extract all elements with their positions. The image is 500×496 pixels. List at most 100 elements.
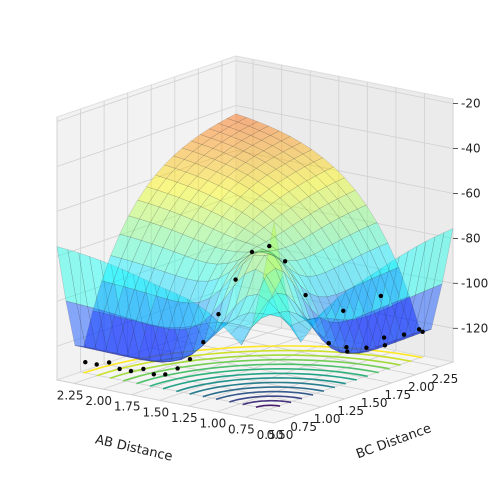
surface-patch — [261, 204, 283, 221]
surface-patch — [275, 163, 297, 178]
surface-patch — [307, 275, 328, 297]
surface-patch — [243, 145, 264, 157]
surface-patch — [279, 191, 301, 209]
surface-patch — [212, 141, 234, 153]
surface-patch — [330, 217, 351, 240]
surface-patch — [172, 147, 194, 160]
x-grid-line — [102, 65, 283, 390]
trajectory-point — [83, 360, 88, 365]
surface-patch — [352, 273, 373, 320]
surface-patch — [282, 146, 304, 159]
y-tick-label: 1.75 — [384, 388, 411, 402]
surface-patch — [290, 201, 311, 220]
trajectory-point — [201, 340, 206, 345]
surface-patch — [332, 319, 353, 352]
surface-patch — [109, 312, 130, 358]
surface-patch — [254, 227, 276, 242]
surface-patch — [221, 136, 243, 147]
surface-patch — [404, 290, 425, 340]
surface-patch — [130, 218, 151, 241]
surface-patch — [199, 128, 221, 139]
surface-patch — [276, 247, 297, 261]
surface-patch — [251, 276, 273, 328]
surface-patch — [280, 317, 302, 343]
surface-patch — [181, 140, 203, 152]
surface-patch — [209, 185, 230, 201]
surface-patch — [282, 262, 303, 298]
surface-patch — [204, 318, 226, 344]
surface-patch — [123, 261, 144, 290]
surface-patch — [264, 156, 286, 170]
x-tick-label: 2.25 — [57, 388, 84, 402]
surface-patch — [146, 174, 167, 191]
y-axis-label: BC Distance — [354, 421, 433, 462]
surface-patch — [305, 317, 327, 330]
trajectory-point — [303, 292, 308, 298]
surface-patch — [268, 292, 289, 313]
surface-patch — [308, 191, 329, 209]
surface-patch — [183, 345, 204, 359]
surface-patch — [400, 296, 421, 335]
surface-patch — [83, 310, 104, 349]
surface-patch — [367, 222, 389, 247]
surface-patch — [185, 325, 206, 353]
surface-patch — [335, 290, 357, 322]
trajectory-point — [249, 249, 255, 255]
surface-patch — [248, 181, 270, 197]
trajectory-point — [416, 327, 422, 332]
surface-patch — [143, 278, 164, 328]
surface-patch — [286, 294, 307, 321]
surface-patch — [179, 301, 200, 330]
surface-patch — [163, 326, 184, 362]
surface-patch — [346, 317, 367, 353]
surface-patch — [255, 255, 276, 276]
surface-patch — [173, 233, 194, 256]
surface-patch — [188, 280, 209, 304]
x-tick-label: 0.75 — [228, 422, 255, 436]
surface-patch — [314, 317, 336, 339]
contour-line — [136, 363, 379, 385]
surface-patch — [280, 136, 302, 148]
surface-patch — [291, 274, 312, 310]
surface-patch — [186, 298, 208, 326]
x-tick-label: 1.00 — [200, 417, 227, 431]
surface-patch — [174, 326, 195, 359]
surface-patch — [397, 245, 418, 304]
contour-projection — [83, 345, 423, 408]
x-grid-line — [131, 70, 311, 396]
surface-patch — [76, 303, 97, 351]
surface-patch — [326, 181, 347, 200]
surface-patch — [292, 219, 313, 239]
x-grid-line — [73, 59, 254, 384]
x-axis-ticks: 0.500.751.001.251.501.752.002.25 — [57, 388, 284, 442]
surface-patch — [217, 118, 239, 128]
surface-patch — [305, 253, 326, 276]
surface-patch — [304, 161, 326, 177]
surface-patch — [287, 260, 308, 278]
surface-patch — [96, 350, 117, 354]
surface-patch — [100, 260, 121, 316]
surface-patch — [166, 275, 187, 302]
surface-patch — [210, 271, 231, 298]
y-tick-label: 0.50 — [267, 428, 294, 442]
surface-patch — [250, 130, 271, 141]
surface-patch — [325, 268, 346, 295]
surface-patch — [237, 117, 259, 127]
surface-patch — [175, 255, 196, 280]
surface-patch — [319, 317, 341, 353]
surface-patch — [148, 189, 169, 208]
surface-patch — [222, 205, 243, 223]
surface-patch — [180, 201, 202, 220]
surface-patch — [155, 271, 177, 300]
surface-patch — [258, 250, 279, 259]
surface-patch — [110, 264, 132, 320]
surface-patch — [206, 246, 227, 265]
trajectory-point — [344, 345, 349, 350]
surface-patch — [350, 314, 371, 354]
z-tick-label: -80 — [461, 231, 481, 245]
contour-line — [96, 349, 412, 377]
surface-patch — [162, 229, 184, 252]
surface-patch — [234, 228, 256, 243]
grid-lines — [56, 59, 454, 424]
